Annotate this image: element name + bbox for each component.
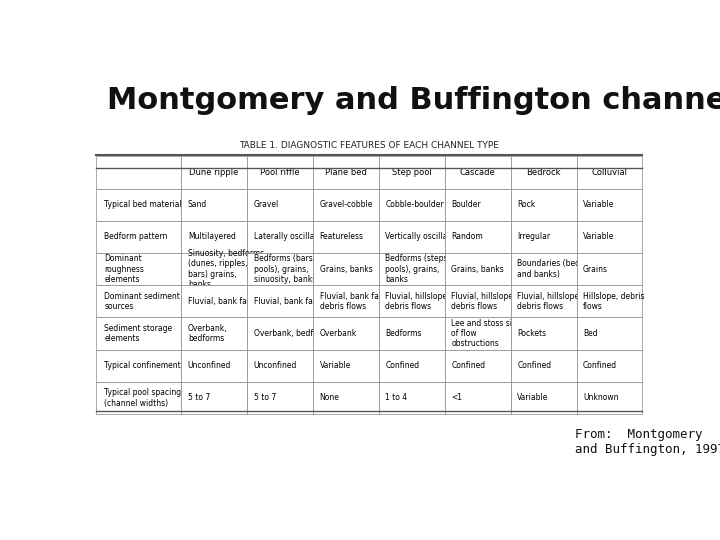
Text: Montgomery and Buffington channel types:: Montgomery and Buffington channel types:: [107, 85, 720, 114]
Text: TABLE 1. DIAGNOSTIC FEATURES OF EACH CHANNEL TYPE: TABLE 1. DIAGNOSTIC FEATURES OF EACH CHA…: [239, 141, 499, 150]
Text: From:  Montgomery
and Buffington, 1997: From: Montgomery and Buffington, 1997: [575, 428, 720, 456]
